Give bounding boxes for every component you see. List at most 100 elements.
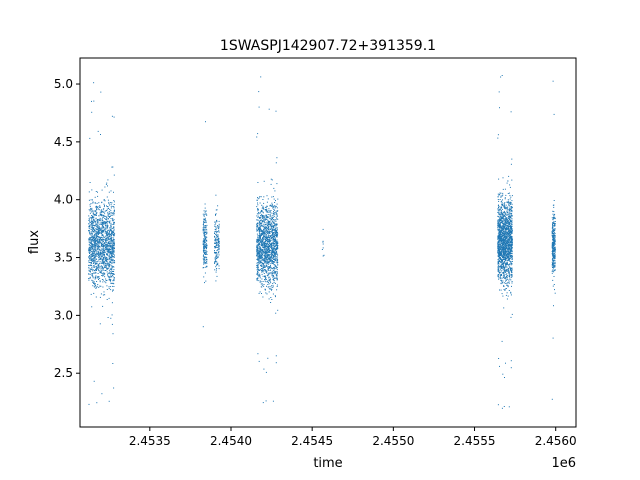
data-point <box>508 248 510 250</box>
data-point <box>508 192 510 194</box>
data-point <box>90 199 92 201</box>
data-point <box>94 221 96 223</box>
data-point <box>504 241 506 243</box>
data-point <box>272 250 274 252</box>
data-point <box>502 245 504 247</box>
data-point <box>259 277 261 279</box>
data-point <box>276 268 278 270</box>
data-point <box>261 284 263 286</box>
data-point <box>110 249 112 250</box>
data-point <box>274 264 276 266</box>
data-point <box>98 252 100 254</box>
data-point <box>510 245 512 247</box>
data-point <box>272 215 274 216</box>
data-point <box>508 244 510 245</box>
data-point <box>276 253 278 255</box>
data-point <box>260 281 262 283</box>
data-point <box>504 197 506 199</box>
data-point <box>89 276 91 278</box>
data-point <box>270 254 272 256</box>
data-point <box>265 234 266 236</box>
data-point <box>89 233 91 235</box>
data-point <box>103 267 105 269</box>
data-point <box>509 195 511 197</box>
data-point <box>256 254 258 256</box>
data-point <box>274 252 276 254</box>
data-point <box>109 279 111 281</box>
data-point <box>271 219 273 221</box>
data-point <box>505 252 507 254</box>
data-point <box>261 269 263 271</box>
data-point <box>507 239 509 241</box>
data-point <box>504 230 506 232</box>
data-point <box>510 249 512 251</box>
data-point <box>273 238 274 240</box>
data-point <box>273 187 275 189</box>
data-point <box>273 248 275 250</box>
data-point <box>270 242 272 244</box>
data-point <box>264 245 266 247</box>
data-point <box>217 242 219 244</box>
data-point <box>106 226 108 228</box>
data-point <box>202 229 204 231</box>
data-point <box>110 273 112 275</box>
data-point <box>89 206 91 208</box>
data-point <box>497 275 499 277</box>
data-point <box>271 259 273 261</box>
data-point <box>98 254 100 256</box>
data-point <box>98 255 100 256</box>
data-point <box>501 407 503 409</box>
data-point <box>273 274 274 276</box>
data-point <box>105 218 106 220</box>
data-point <box>269 248 271 250</box>
data-point <box>99 238 101 239</box>
data-point <box>269 280 271 282</box>
data-point <box>104 199 105 201</box>
data-point <box>217 239 219 241</box>
data-point <box>507 284 509 286</box>
data-point <box>500 245 502 247</box>
data-point <box>111 265 113 267</box>
data-point <box>111 202 113 204</box>
data-point <box>88 228 90 230</box>
data-point <box>90 217 92 219</box>
data-point <box>94 271 96 273</box>
data-point <box>508 214 510 216</box>
data-point <box>500 210 502 212</box>
data-point <box>275 243 277 245</box>
data-point <box>508 271 509 273</box>
data-point <box>261 231 263 233</box>
data-point <box>94 250 96 252</box>
data-point <box>506 182 508 184</box>
data-point <box>267 249 269 251</box>
data-point <box>260 250 262 252</box>
data-point <box>500 261 502 263</box>
data-point <box>106 259 107 261</box>
data-point <box>99 258 100 260</box>
data-point <box>108 233 110 235</box>
data-point <box>110 242 112 244</box>
data-point <box>275 259 277 261</box>
data-point <box>511 215 513 217</box>
data-point <box>276 286 278 287</box>
data-point <box>256 252 258 254</box>
data-point <box>108 191 110 193</box>
data-point <box>98 229 100 231</box>
data-point <box>96 224 98 226</box>
data-point <box>96 270 97 271</box>
data-point <box>501 244 503 246</box>
data-point <box>92 210 94 212</box>
data-point <box>501 248 503 250</box>
data-point <box>268 108 270 110</box>
data-point <box>262 238 264 240</box>
data-point <box>109 264 111 266</box>
data-point <box>258 91 260 93</box>
data-point <box>268 239 270 241</box>
data-point <box>498 260 500 262</box>
data-point <box>511 258 513 260</box>
data-point <box>111 285 113 287</box>
data-point <box>501 200 503 202</box>
data-point <box>262 230 264 231</box>
data-point <box>511 271 513 273</box>
data-point <box>104 250 106 252</box>
